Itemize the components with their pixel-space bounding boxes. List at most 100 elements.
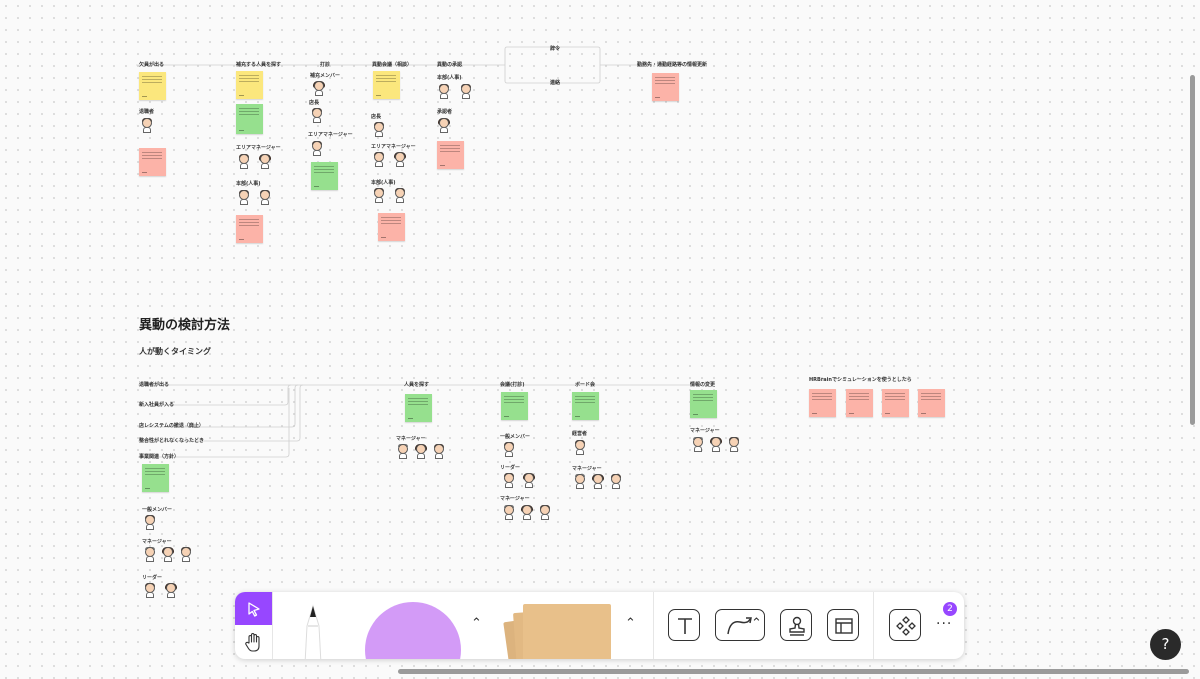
person-avatar bbox=[372, 152, 386, 167]
connector-tool[interactable] bbox=[715, 609, 765, 641]
col4-header: 異動会議（相談） bbox=[372, 62, 413, 68]
branch-lower: 連絡 bbox=[550, 80, 561, 86]
trigger-2: 新入社員が入る bbox=[139, 402, 175, 408]
person-avatar bbox=[538, 505, 552, 520]
col1-header: 欠員が出る bbox=[139, 62, 165, 68]
divider bbox=[873, 592, 874, 659]
sticky-note[interactable] bbox=[437, 141, 464, 169]
person-avatar bbox=[520, 505, 534, 520]
help-button[interactable]: ? bbox=[1150, 629, 1181, 660]
person-avatar bbox=[393, 152, 407, 167]
col3-label2: 店長 bbox=[309, 100, 320, 106]
sticky-note[interactable] bbox=[142, 464, 169, 492]
section-title: 異動の検討方法 bbox=[139, 318, 231, 333]
col-search-header: 人員を探す bbox=[404, 382, 430, 388]
person-avatar bbox=[691, 437, 705, 452]
sticky-note[interactable] bbox=[236, 71, 263, 99]
mode-switch bbox=[235, 592, 273, 659]
person-avatar bbox=[237, 190, 251, 205]
sticky-note[interactable] bbox=[501, 392, 528, 420]
sticky-tool[interactable] bbox=[503, 604, 617, 659]
sticky-note[interactable] bbox=[918, 389, 945, 417]
person-avatar bbox=[709, 437, 723, 452]
sticky-note[interactable] bbox=[846, 389, 873, 417]
person-avatar bbox=[522, 473, 536, 488]
trigger-5: 事業関連（方針） bbox=[139, 454, 180, 460]
sticky-note[interactable] bbox=[373, 71, 400, 99]
sticky-note[interactable] bbox=[690, 390, 717, 418]
sticky-note[interactable] bbox=[139, 148, 166, 176]
sticky-note[interactable] bbox=[572, 392, 599, 420]
person-avatar bbox=[140, 118, 154, 133]
col-board-header: ボード会 bbox=[575, 382, 596, 388]
stamp-tool[interactable] bbox=[780, 609, 812, 641]
sticky-note[interactable] bbox=[236, 215, 263, 243]
person-avatar bbox=[609, 474, 623, 489]
person-avatar bbox=[237, 154, 251, 169]
component-tool[interactable] bbox=[889, 609, 921, 641]
col2-header: 補充する人員を探す bbox=[236, 62, 282, 68]
person-avatar bbox=[502, 473, 516, 488]
col4-label1: 店長 bbox=[371, 114, 382, 120]
vertical-scrollbar[interactable] bbox=[1190, 75, 1195, 425]
person-avatar bbox=[310, 141, 324, 156]
col-search-label1: マネージャー bbox=[396, 436, 426, 442]
person-avatar bbox=[573, 440, 587, 455]
left-label-2: マネージャー bbox=[142, 539, 172, 545]
person-avatar bbox=[437, 84, 451, 99]
sticky-note[interactable] bbox=[809, 389, 836, 417]
col-change-header: 情報の変更 bbox=[690, 382, 716, 388]
chevron-up-icon[interactable]: ⌃ bbox=[751, 616, 762, 631]
section-subtitle: 人が動くタイミング bbox=[139, 347, 211, 356]
person-avatar bbox=[502, 505, 516, 520]
person-avatar bbox=[437, 118, 451, 133]
left-label-1: 一般メンバー bbox=[142, 507, 173, 513]
sticky-note[interactable] bbox=[405, 394, 432, 422]
col2-label1: エリアマネージャー bbox=[236, 145, 281, 151]
pointer-icon[interactable] bbox=[235, 592, 272, 625]
col-change-label1: マネージャー bbox=[690, 428, 720, 434]
sticky-note[interactable] bbox=[139, 72, 166, 100]
col4-label3: 本部(人事) bbox=[371, 180, 396, 186]
trigger-1: 退職者が出る bbox=[139, 382, 170, 388]
shape-tool[interactable] bbox=[365, 602, 461, 659]
chevron-up-icon[interactable]: ⌃ bbox=[625, 616, 636, 631]
person-avatar bbox=[573, 474, 587, 489]
trigger-3: 店レシステムの撤退（廃止） bbox=[139, 423, 204, 429]
person-avatar bbox=[310, 108, 324, 123]
chevron-up-icon[interactable]: ⌃ bbox=[471, 616, 482, 631]
section-tool[interactable] bbox=[827, 609, 859, 641]
person-avatar bbox=[432, 444, 446, 459]
hand-icon[interactable] bbox=[235, 626, 272, 659]
person-avatar bbox=[179, 547, 193, 562]
pen-tool[interactable] bbox=[297, 604, 329, 659]
more-icon[interactable]: ··· bbox=[936, 616, 953, 632]
person-avatar bbox=[372, 122, 386, 137]
col1-label1: 退職者 bbox=[139, 109, 155, 115]
col6-header: 勤務先・通勤経路等の情報更新 bbox=[637, 62, 708, 68]
col-board-label2: マネージャー bbox=[572, 466, 602, 472]
col3-label1: 補充メンバー bbox=[310, 73, 341, 79]
col-meeting-label3: マネージャー bbox=[500, 496, 530, 502]
sticky-note[interactable] bbox=[378, 213, 405, 241]
col5-header: 異動の承認 bbox=[437, 62, 463, 68]
col3-header: 打診 bbox=[320, 62, 331, 68]
sticky-note[interactable] bbox=[652, 73, 679, 101]
horizontal-scrollbar[interactable] bbox=[398, 669, 1189, 674]
person-avatar bbox=[591, 474, 605, 489]
person-avatar bbox=[727, 437, 741, 452]
col-board-label1: 経営者 bbox=[572, 431, 588, 437]
col-meeting-label1: 一般メンバー bbox=[500, 434, 531, 440]
person-avatar bbox=[258, 190, 272, 205]
sticky-note[interactable] bbox=[236, 104, 263, 134]
person-avatar bbox=[312, 81, 326, 96]
trigger-4: 整合性がとれなくなったとき bbox=[139, 438, 205, 444]
sticky-note[interactable] bbox=[311, 162, 338, 190]
col3-label3: エリアマネージャー bbox=[308, 132, 353, 138]
person-avatar bbox=[502, 442, 516, 457]
sticky-note[interactable] bbox=[882, 389, 909, 417]
col2-label2: 本部(人事) bbox=[236, 181, 261, 187]
text-tool[interactable] bbox=[668, 609, 700, 641]
left-label-3: リーダー bbox=[142, 575, 163, 581]
